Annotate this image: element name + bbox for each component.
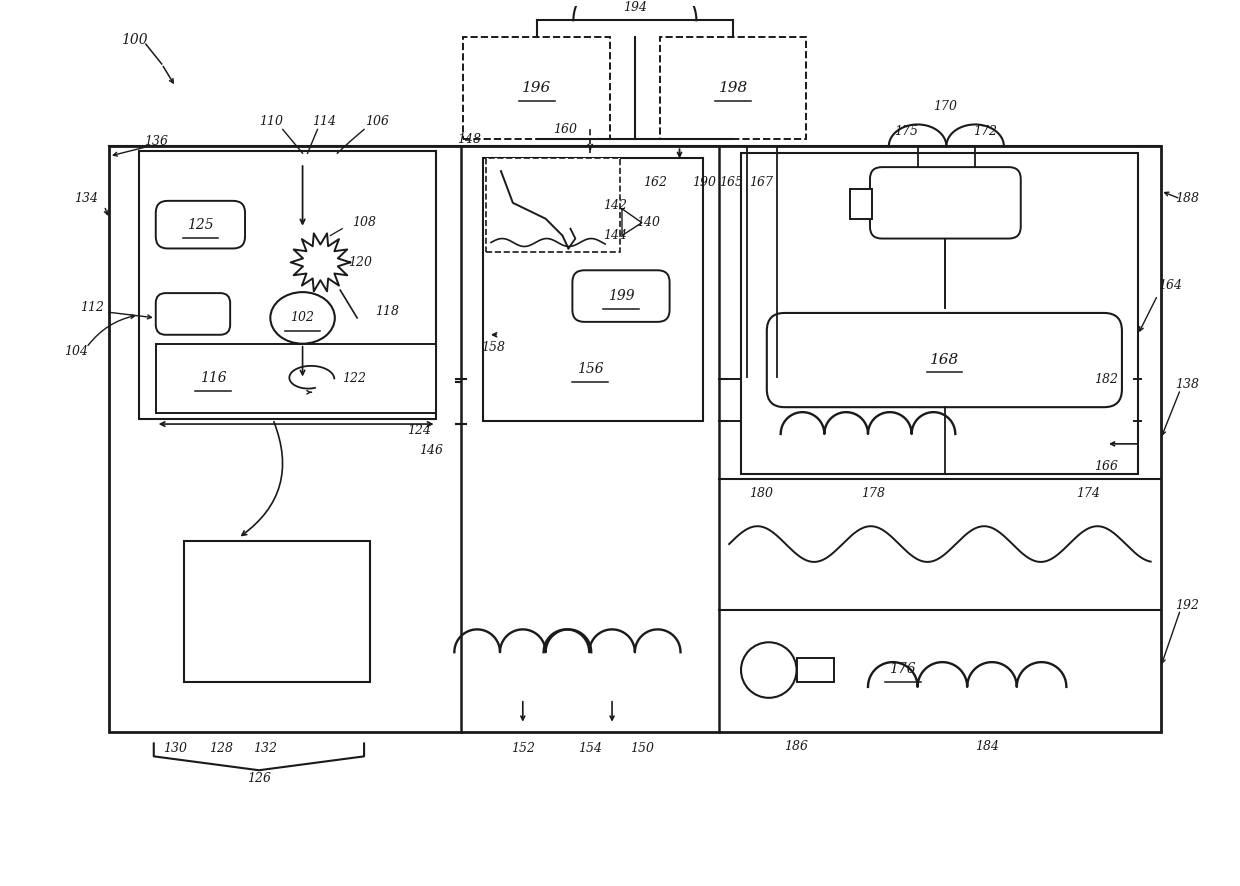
Text: 167: 167 <box>749 176 773 190</box>
Text: 112: 112 <box>81 301 104 315</box>
Text: 188: 188 <box>1176 192 1199 206</box>
Bar <box>139 152 436 419</box>
Text: 190: 190 <box>692 176 717 190</box>
Text: 120: 120 <box>348 256 372 268</box>
Bar <box>109 146 1161 732</box>
Bar <box>796 658 835 682</box>
Text: 138: 138 <box>1176 377 1199 391</box>
FancyBboxPatch shape <box>766 313 1122 408</box>
Text: 116: 116 <box>200 371 227 385</box>
Text: 124: 124 <box>408 424 432 438</box>
Text: 118: 118 <box>374 306 399 318</box>
Text: 170: 170 <box>934 100 957 113</box>
Text: 174: 174 <box>1076 487 1100 500</box>
Text: 106: 106 <box>365 115 389 128</box>
Bar <box>486 159 620 253</box>
FancyBboxPatch shape <box>870 167 1021 238</box>
FancyBboxPatch shape <box>573 270 670 322</box>
Text: 184: 184 <box>975 740 999 753</box>
Circle shape <box>742 642 796 698</box>
Text: 198: 198 <box>718 81 748 95</box>
Text: 125: 125 <box>187 218 213 231</box>
Ellipse shape <box>270 292 335 344</box>
Bar <box>742 153 1138 474</box>
Text: 176: 176 <box>889 662 916 676</box>
Text: 180: 180 <box>749 487 773 500</box>
Text: 199: 199 <box>608 289 635 303</box>
Text: 114: 114 <box>312 115 336 128</box>
Text: 142: 142 <box>603 199 627 213</box>
Text: 162: 162 <box>642 176 667 190</box>
Text: 150: 150 <box>630 742 653 755</box>
Text: 140: 140 <box>636 216 660 229</box>
Text: 100: 100 <box>120 33 148 47</box>
Text: 175: 175 <box>894 125 918 138</box>
Text: 136: 136 <box>144 135 167 148</box>
Bar <box>156 344 436 413</box>
Text: 122: 122 <box>342 372 366 385</box>
Text: 154: 154 <box>578 742 603 755</box>
Text: 178: 178 <box>861 487 885 500</box>
Text: 186: 186 <box>785 740 808 753</box>
Bar <box>484 159 703 421</box>
Bar <box>660 37 806 139</box>
Text: 156: 156 <box>577 362 604 377</box>
Bar <box>184 541 370 682</box>
Text: 134: 134 <box>74 192 98 206</box>
Text: 126: 126 <box>247 772 270 785</box>
Text: 158: 158 <box>481 341 505 354</box>
Text: 108: 108 <box>352 216 376 229</box>
Text: 146: 146 <box>419 444 444 457</box>
FancyBboxPatch shape <box>156 201 246 248</box>
Text: 132: 132 <box>253 742 277 755</box>
Bar <box>851 189 872 219</box>
Text: 130: 130 <box>164 742 187 755</box>
Bar <box>464 37 610 139</box>
Text: 152: 152 <box>511 742 534 755</box>
FancyBboxPatch shape <box>156 293 231 335</box>
Text: 164: 164 <box>1158 279 1183 291</box>
Text: 182: 182 <box>1094 373 1118 386</box>
Text: 160: 160 <box>553 123 578 136</box>
Text: 168: 168 <box>930 353 959 367</box>
Text: 194: 194 <box>622 1 647 14</box>
Text: 144: 144 <box>603 229 627 242</box>
Text: 128: 128 <box>210 742 233 755</box>
Text: 110: 110 <box>259 115 283 128</box>
Text: 196: 196 <box>522 81 552 95</box>
Text: 165: 165 <box>719 176 743 190</box>
Text: 192: 192 <box>1176 599 1199 612</box>
Text: 104: 104 <box>64 346 88 358</box>
Text: 172: 172 <box>973 125 997 138</box>
Text: 166: 166 <box>1094 460 1118 473</box>
Text: 148: 148 <box>458 133 481 146</box>
Text: 102: 102 <box>290 311 315 324</box>
